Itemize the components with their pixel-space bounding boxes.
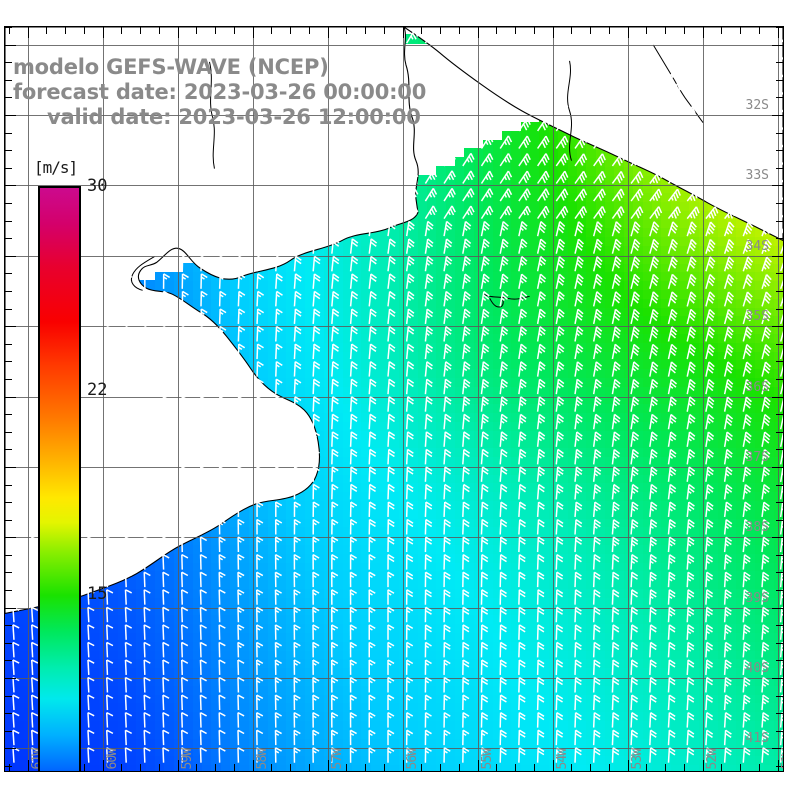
lon-label: 56W [404, 748, 420, 769]
lat-label: 33S [745, 168, 769, 184]
lat-label: 32S [745, 98, 769, 113]
colorbar-unit-label: [m/s] [34, 158, 78, 177]
lon-label: 58W [254, 748, 270, 769]
lat-label: 34S [745, 238, 769, 254]
lon-label: 52W [704, 748, 720, 769]
lon-label: 60W [104, 748, 120, 769]
colorbar-tick: 22 [87, 379, 108, 400]
lat-label: 41S [745, 731, 769, 747]
lon-label: 54W [554, 748, 570, 769]
lat-label: 40S [745, 661, 769, 676]
lon-label: 57W [329, 748, 345, 769]
colorbar [38, 186, 81, 771]
lon-label: 55W [479, 748, 495, 769]
windspeed-field [5, 27, 783, 771]
colorbar-tick: 15 [87, 583, 108, 604]
colorbar-gradient [38, 186, 81, 771]
lon-label: 59W [179, 748, 195, 769]
map-frame: 61W 60W 59W 58W 57W 56W 55W 54W 53W 52W 51W 32S 33S… [4, 26, 784, 772]
lat-label: 35S [745, 309, 769, 325]
lat-label: 37S [745, 449, 769, 465]
lat-label: 38S [745, 520, 769, 536]
lat-label: 39S [745, 590, 769, 606]
lon-label: 51W [779, 748, 784, 769]
lon-label: 53W [629, 748, 645, 769]
colorbar-tick: 30 [87, 176, 108, 196]
lat-label: 36S [745, 379, 769, 395]
